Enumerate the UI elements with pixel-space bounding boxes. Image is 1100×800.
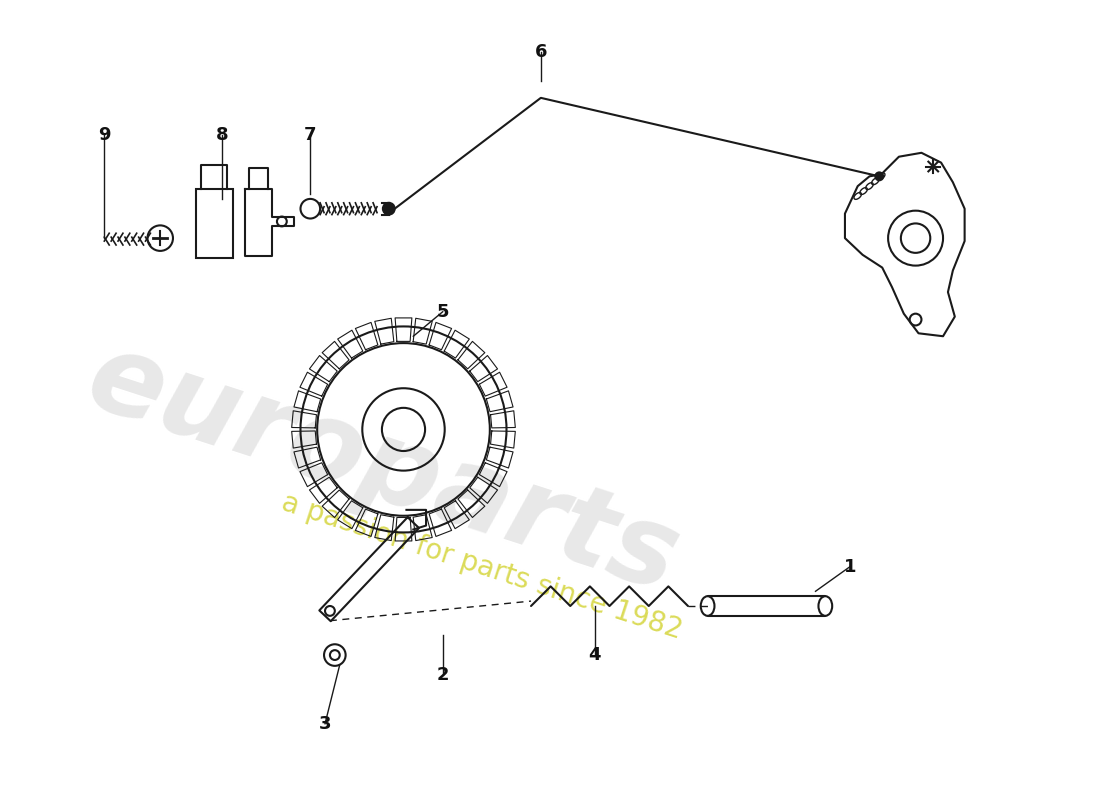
- Text: 8: 8: [216, 126, 229, 144]
- Text: 2: 2: [437, 666, 449, 684]
- Text: 4: 4: [588, 646, 601, 664]
- Text: 1: 1: [844, 558, 856, 576]
- Text: 3: 3: [319, 714, 331, 733]
- Text: 7: 7: [304, 126, 317, 144]
- Bar: [196, 189, 233, 258]
- Text: europarts: europarts: [75, 323, 692, 614]
- Circle shape: [876, 173, 883, 180]
- Circle shape: [383, 203, 395, 214]
- Text: 5: 5: [437, 302, 449, 321]
- Text: 9: 9: [98, 126, 110, 144]
- Text: 6: 6: [535, 42, 547, 61]
- Text: a passion for parts since 1982: a passion for parts since 1982: [278, 489, 685, 645]
